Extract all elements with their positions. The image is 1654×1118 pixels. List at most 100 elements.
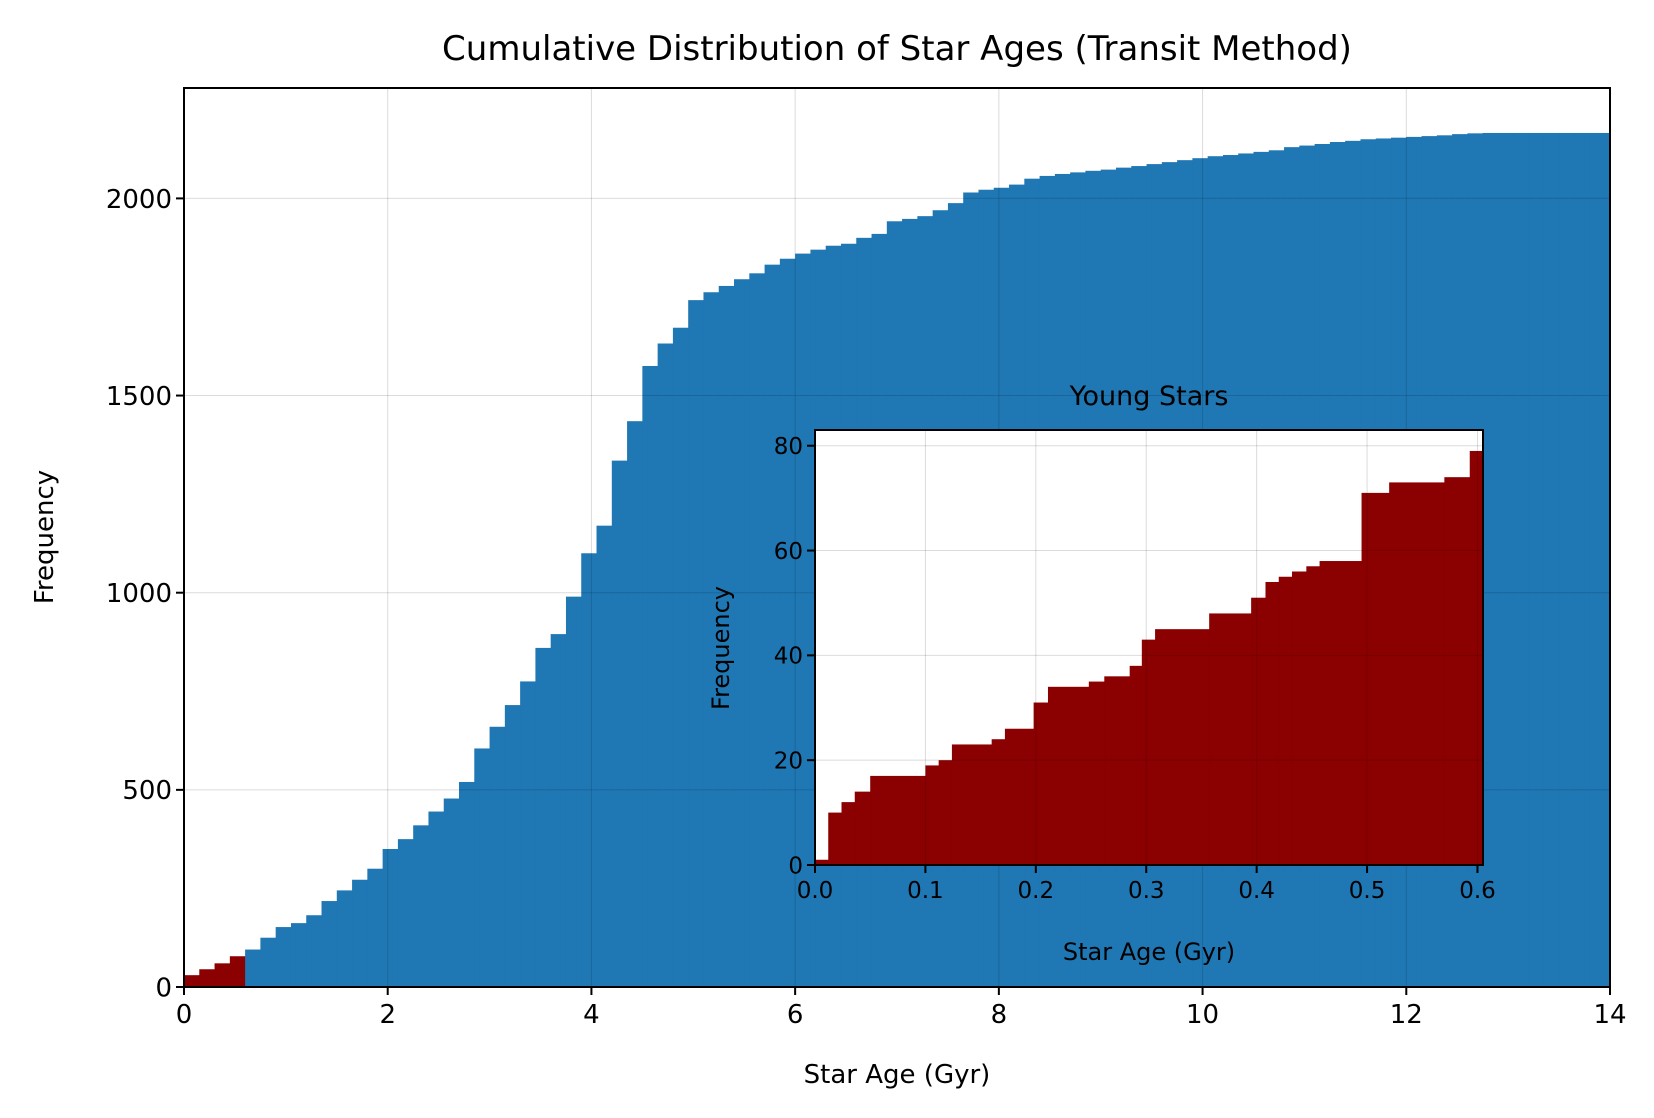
main-bar bbox=[1589, 132, 1606, 987]
main-bar bbox=[321, 901, 338, 987]
inset-bar bbox=[925, 765, 940, 865]
main-bar bbox=[642, 365, 659, 988]
inset-y-tick-label: 80 bbox=[774, 434, 803, 460]
inset-y-tick-label: 60 bbox=[774, 539, 803, 565]
inset-bar bbox=[1155, 629, 1210, 865]
inset-bar bbox=[1306, 566, 1321, 865]
main-bar bbox=[245, 949, 261, 987]
main-bar bbox=[413, 825, 430, 987]
main-y-axis-label: Frequency bbox=[30, 470, 60, 604]
main-bar bbox=[703, 292, 720, 988]
inset-bar bbox=[991, 739, 1006, 865]
main-bar bbox=[550, 634, 567, 987]
inset-bar bbox=[1361, 492, 1390, 865]
main-bar bbox=[1497, 132, 1514, 987]
inset-bar bbox=[854, 791, 871, 865]
inset-grid bbox=[814, 430, 1483, 866]
main-bar bbox=[260, 937, 277, 987]
main-bar bbox=[290, 923, 307, 987]
main-bar bbox=[474, 748, 491, 987]
main-x-tick-label: 0 bbox=[176, 1000, 193, 1030]
main-x-tick-label: 10 bbox=[1186, 1000, 1219, 1030]
main-bar bbox=[795, 253, 812, 987]
main-x-tick-label: 14 bbox=[1593, 1000, 1626, 1030]
inset-bar bbox=[1129, 665, 1143, 865]
main-bar-highlight bbox=[199, 969, 216, 987]
main-bar bbox=[1482, 132, 1499, 987]
inset-x-tick-label: 0.4 bbox=[1238, 878, 1275, 904]
inset-bar bbox=[1088, 681, 1105, 865]
inset-x-tick-label: 0.2 bbox=[1018, 878, 1055, 904]
main-bar bbox=[428, 811, 445, 987]
inset-bar bbox=[870, 775, 927, 865]
main-bar bbox=[1513, 132, 1530, 987]
inset-y-tick-label: 20 bbox=[774, 748, 803, 774]
inset-bar bbox=[1389, 482, 1445, 865]
main-bar bbox=[504, 705, 521, 987]
main-y-tick-label: 0 bbox=[155, 973, 172, 1003]
inset-x-tick-label: 0.3 bbox=[1128, 878, 1165, 904]
main-bar bbox=[1559, 132, 1575, 987]
main-bar bbox=[734, 279, 750, 988]
main-bar bbox=[718, 285, 735, 987]
main-bar bbox=[1543, 132, 1560, 987]
main-x-tick-label: 2 bbox=[379, 1000, 396, 1030]
inset-y-ticks: 0 20 40 60 80 bbox=[774, 434, 815, 879]
main-bar bbox=[459, 781, 475, 987]
inset-x-tick-label: 0.1 bbox=[907, 878, 944, 904]
main-bar bbox=[352, 879, 368, 987]
inset-x-tick-label: 0.0 bbox=[797, 878, 834, 904]
inset-bar bbox=[1004, 728, 1035, 865]
main-x-ticks: 0 2 4 6 8 10 12 14 bbox=[176, 987, 1627, 1030]
main-x-tick-label: 6 bbox=[787, 1000, 804, 1030]
main-bar bbox=[749, 273, 766, 987]
main-bar-highlight bbox=[229, 956, 246, 987]
inset-bar bbox=[1047, 686, 1090, 865]
main-x-tick-label: 4 bbox=[583, 1000, 600, 1030]
main-bar bbox=[367, 868, 384, 987]
inset-bar bbox=[1469, 450, 1484, 865]
inset-bar bbox=[938, 760, 953, 865]
main-bar bbox=[443, 798, 460, 987]
main-y-tick-label: 1000 bbox=[106, 579, 172, 609]
main-bar bbox=[336, 890, 353, 987]
inset-bar bbox=[1278, 576, 1293, 865]
inset-bar bbox=[1251, 597, 1267, 865]
main-y-tick-label: 1500 bbox=[106, 382, 172, 412]
main-bar bbox=[764, 264, 781, 987]
main-bar bbox=[672, 327, 689, 987]
main-plot-frame bbox=[183, 87, 1611, 988]
main-bar bbox=[581, 553, 598, 987]
inset-bar bbox=[951, 744, 993, 865]
main-bar bbox=[611, 460, 628, 988]
inset-plot-frame bbox=[814, 429, 1484, 866]
inset-bar bbox=[1291, 571, 1307, 865]
main-x-tick-label: 12 bbox=[1390, 1000, 1423, 1030]
main-bar bbox=[382, 848, 399, 987]
inset-x-ticks: 0.0 0.1 0.2 0.3 0.4 0.5 0.6 bbox=[797, 865, 1496, 904]
main-bar bbox=[1574, 132, 1591, 987]
main-bar-highlight bbox=[214, 963, 231, 987]
inset-bar bbox=[1209, 613, 1252, 865]
inset-bar bbox=[1104, 676, 1131, 865]
main-bar bbox=[1604, 132, 1611, 987]
inset-x-tick-label: 0.5 bbox=[1349, 878, 1386, 904]
inset-bar bbox=[1265, 581, 1280, 865]
main-bar bbox=[397, 839, 414, 987]
main-bar bbox=[275, 927, 292, 987]
main-bar bbox=[688, 300, 705, 987]
main-bar bbox=[489, 726, 506, 987]
main-y-tick-label: 2000 bbox=[106, 185, 172, 215]
main-bar bbox=[520, 681, 537, 987]
main-bar bbox=[565, 596, 582, 987]
inset-bar bbox=[841, 802, 856, 865]
inset-chart-title: Young Stars bbox=[1069, 381, 1229, 412]
inset-bar bbox=[815, 859, 829, 865]
inset-bar bbox=[1319, 561, 1363, 865]
main-bar bbox=[1528, 132, 1545, 987]
inset-y-tick-label: 40 bbox=[774, 644, 803, 670]
main-bar bbox=[657, 343, 674, 987]
main-chart-title: Cumulative Distribution of Star Ages (Tr… bbox=[442, 29, 1352, 69]
inset-x-axis-label: Star Age (Gyr) bbox=[1063, 938, 1235, 966]
